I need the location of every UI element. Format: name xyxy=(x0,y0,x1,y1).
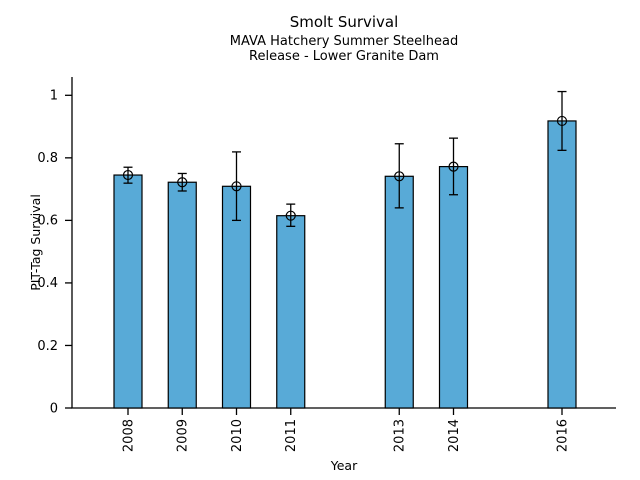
bar-2016 xyxy=(547,120,577,409)
bar-2014 xyxy=(438,165,469,409)
point-marker-2016 xyxy=(556,115,568,127)
chart-title: Smolt Survival xyxy=(289,13,399,31)
y-tick-label: 0.8 xyxy=(37,151,58,166)
chart-subtitle-line2: Release - Lower Granite Dam xyxy=(249,49,439,64)
bar-2013 xyxy=(384,175,414,409)
point-marker-2014 xyxy=(448,161,459,172)
chart-subtitle-line1: MAVA Hatchery Summer Steelhead xyxy=(229,34,459,49)
y-tick-label: 0.4 xyxy=(37,276,58,291)
y-tick-label: 0.2 xyxy=(37,339,58,354)
x-tick-label-2010: 2010 xyxy=(230,419,245,452)
point-marker-2011 xyxy=(285,210,296,221)
point-marker-2008 xyxy=(122,169,134,181)
x-tick-label-2009: 2009 xyxy=(176,419,191,452)
x-tick-label-2016: 2016 xyxy=(555,419,570,452)
y-tick-label: 1 xyxy=(50,89,58,104)
point-marker-2010 xyxy=(231,181,242,192)
x-tick-label-2011: 2011 xyxy=(284,419,299,452)
bar-2008 xyxy=(113,174,143,409)
point-marker-2009 xyxy=(177,177,188,188)
x-tick-label-2014: 2014 xyxy=(447,419,462,452)
y-tick-label: 0 xyxy=(50,401,58,416)
y-axis-title: PIT-Tag Survival xyxy=(28,194,43,291)
point-marker-2013 xyxy=(394,171,405,182)
x-axis-title: Year xyxy=(330,458,358,473)
bar-2009 xyxy=(167,181,197,409)
x-tick-label-2008: 2008 xyxy=(121,419,136,452)
bar-2011 xyxy=(276,215,306,409)
x-tick-label-2013: 2013 xyxy=(393,419,408,452)
y-tick-label: 0.6 xyxy=(37,214,58,229)
